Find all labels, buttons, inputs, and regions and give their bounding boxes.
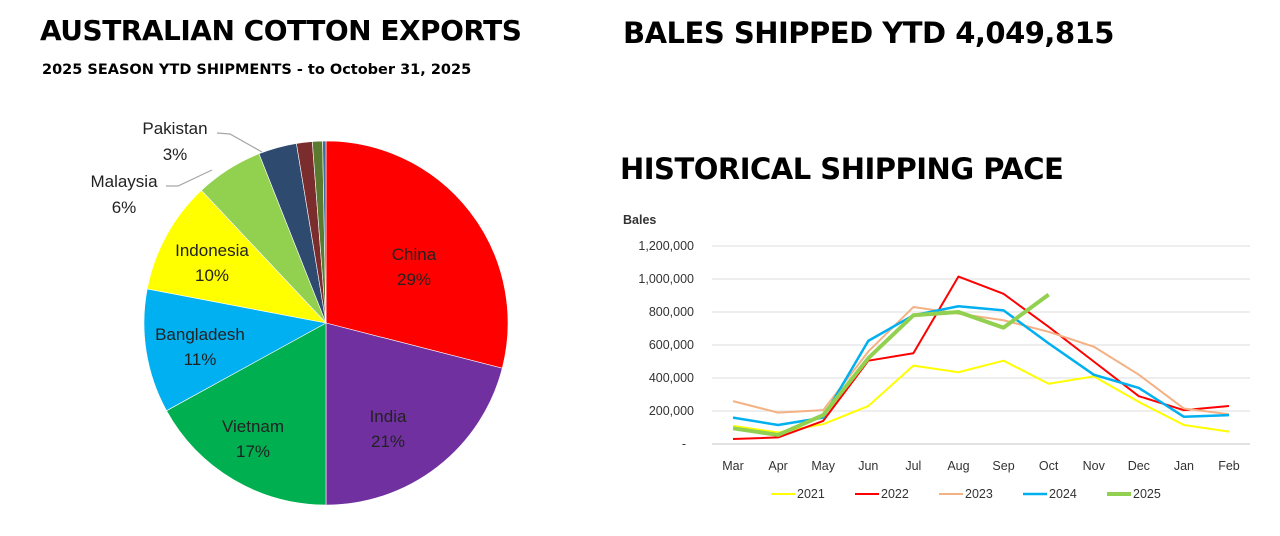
pie-slice-bangladesh	[143, 288, 327, 412]
legend-label: 2022	[881, 487, 909, 501]
pie-slice-china	[325, 140, 509, 369]
legend-label: 2023	[965, 487, 993, 501]
x-tick-label: Dec	[1128, 459, 1150, 473]
pie-label: China	[392, 245, 437, 264]
pie-chart: China 29% India 21% Vietnam 17% Bangladesh 11% I…	[90, 119, 509, 506]
leader-line	[216, 132, 263, 153]
series-line-2021	[732, 359, 1230, 434]
x-tick-label: Jan	[1174, 459, 1194, 473]
x-tick-label: Jun	[858, 459, 878, 473]
series-line-2023	[732, 306, 1230, 416]
pie-pct: 6%	[112, 198, 137, 217]
pie-pct: 10%	[195, 266, 229, 285]
pie-label: Malaysia	[90, 172, 158, 191]
y-tick-label: 200,000	[649, 404, 694, 418]
legend-label: 2024	[1049, 487, 1077, 501]
leader-line	[166, 169, 213, 187]
x-tick-label: Aug	[947, 459, 969, 473]
y-tick-label: 400,000	[649, 371, 694, 385]
pie-label: Bangladesh	[155, 325, 245, 344]
x-tick-label: Mar	[722, 459, 744, 473]
series-line-2022	[732, 275, 1230, 441]
pie-pct: 11%	[184, 350, 217, 369]
pie-pct: 21%	[371, 432, 405, 451]
pie-slice-vietnam	[166, 322, 327, 506]
pie-label: India	[370, 407, 407, 426]
pie-label: Vietnam	[222, 417, 284, 436]
x-tick-label: Jul	[905, 459, 921, 473]
x-tick-label: May	[811, 459, 835, 473]
pie-slice-indonesia	[146, 189, 327, 324]
pie-slice-other-9	[322, 140, 327, 324]
x-tick-label: Feb	[1218, 459, 1240, 473]
series-line-2025	[732, 293, 1050, 437]
pie-pct: 3%	[163, 145, 188, 164]
page-title: AUSTRALIAN COTTON EXPORTS	[40, 14, 522, 47]
history-title: HISTORICAL SHIPPING PACE	[620, 152, 1064, 186]
pie-label: Indonesia	[175, 241, 249, 260]
y-tick-label: 1,000,000	[638, 272, 694, 286]
x-tick-label: Nov	[1083, 459, 1106, 473]
legend-label: 2021	[797, 487, 825, 501]
pie-label: Pakistan	[142, 119, 207, 138]
legend-label: 2025	[1133, 487, 1161, 501]
y-tick-label: 800,000	[649, 305, 694, 319]
pie-pct: 17%	[236, 442, 270, 461]
x-tick-label: Sep	[992, 459, 1014, 473]
bales-shipped-ytd: BALES SHIPPED YTD 4,049,815	[623, 16, 1114, 50]
x-tick-label: Apr	[768, 459, 787, 473]
pie-pct: 29%	[397, 270, 431, 289]
pie-slice-india	[325, 322, 503, 506]
y-tick-label: 600,000	[649, 338, 694, 352]
y-tick-label: -	[682, 437, 686, 451]
x-tick-label: Oct	[1039, 459, 1059, 473]
page-subtitle: 2025 SEASON YTD SHIPMENTS - to October 3…	[42, 62, 472, 78]
y-axis-label: Bales	[623, 213, 656, 227]
y-tick-label: 1,200,000	[638, 239, 694, 253]
